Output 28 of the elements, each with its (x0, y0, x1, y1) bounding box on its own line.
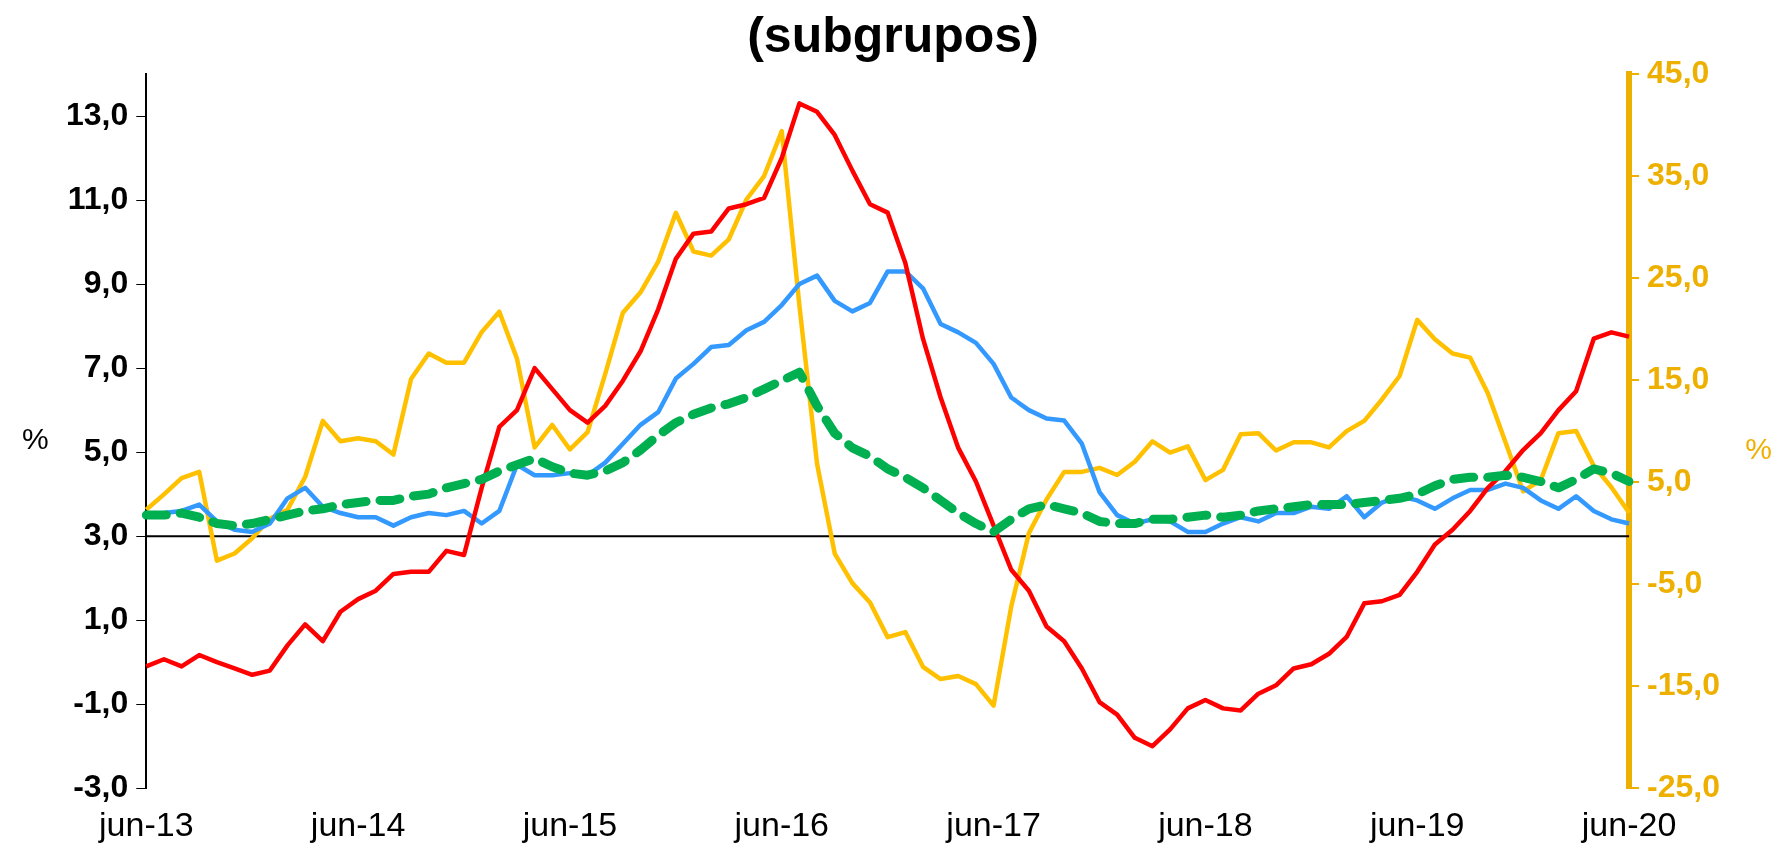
y2-tick-label: 25,0 (1647, 257, 1710, 294)
x-tick-label: jun-16 (733, 804, 830, 843)
x-tick-label: jun-14 (309, 804, 406, 843)
y2-tick-label: 5,0 (1647, 461, 1692, 498)
y-tick-label: 9,0 (83, 263, 129, 300)
y2-tick-label: -15,0 (1647, 666, 1720, 702)
y-tick-label: 5,0 (83, 431, 129, 468)
x-tick-label: jun-18 (1157, 804, 1253, 843)
y2-tick-label: 45,0 (1647, 53, 1710, 90)
y-tick-label: 11,0 (67, 179, 129, 216)
x-tick-label: jun-13 (98, 804, 194, 843)
y2-axis-title: % (1745, 432, 1772, 466)
y-tick-label: 1,0 (83, 599, 129, 636)
x-tick-label: jun-20 (1580, 804, 1677, 843)
y-tick-label: 3,0 (83, 515, 129, 552)
y-tick-label: 7,0 (83, 347, 129, 384)
x-tick-label: jun-19 (1368, 804, 1465, 843)
y2-tick-label: 15,0 (1647, 359, 1710, 396)
y-tick-label: 13,0 (66, 95, 129, 132)
y2-tick-label: -5,0 (1647, 563, 1703, 600)
x-tick-label: jun-17 (945, 804, 1041, 843)
y-tick-label: -1,0 (73, 684, 129, 720)
x-tick-label: jun-15 (521, 804, 618, 843)
y2-tick-label: 35,0 (1647, 155, 1710, 192)
y-tick-label: -3,0 (73, 768, 129, 805)
y-axis-title: % (22, 422, 49, 456)
y2-tick-label: -25,0 (1647, 768, 1720, 805)
chart-title: (subgrupos) (747, 6, 1039, 63)
